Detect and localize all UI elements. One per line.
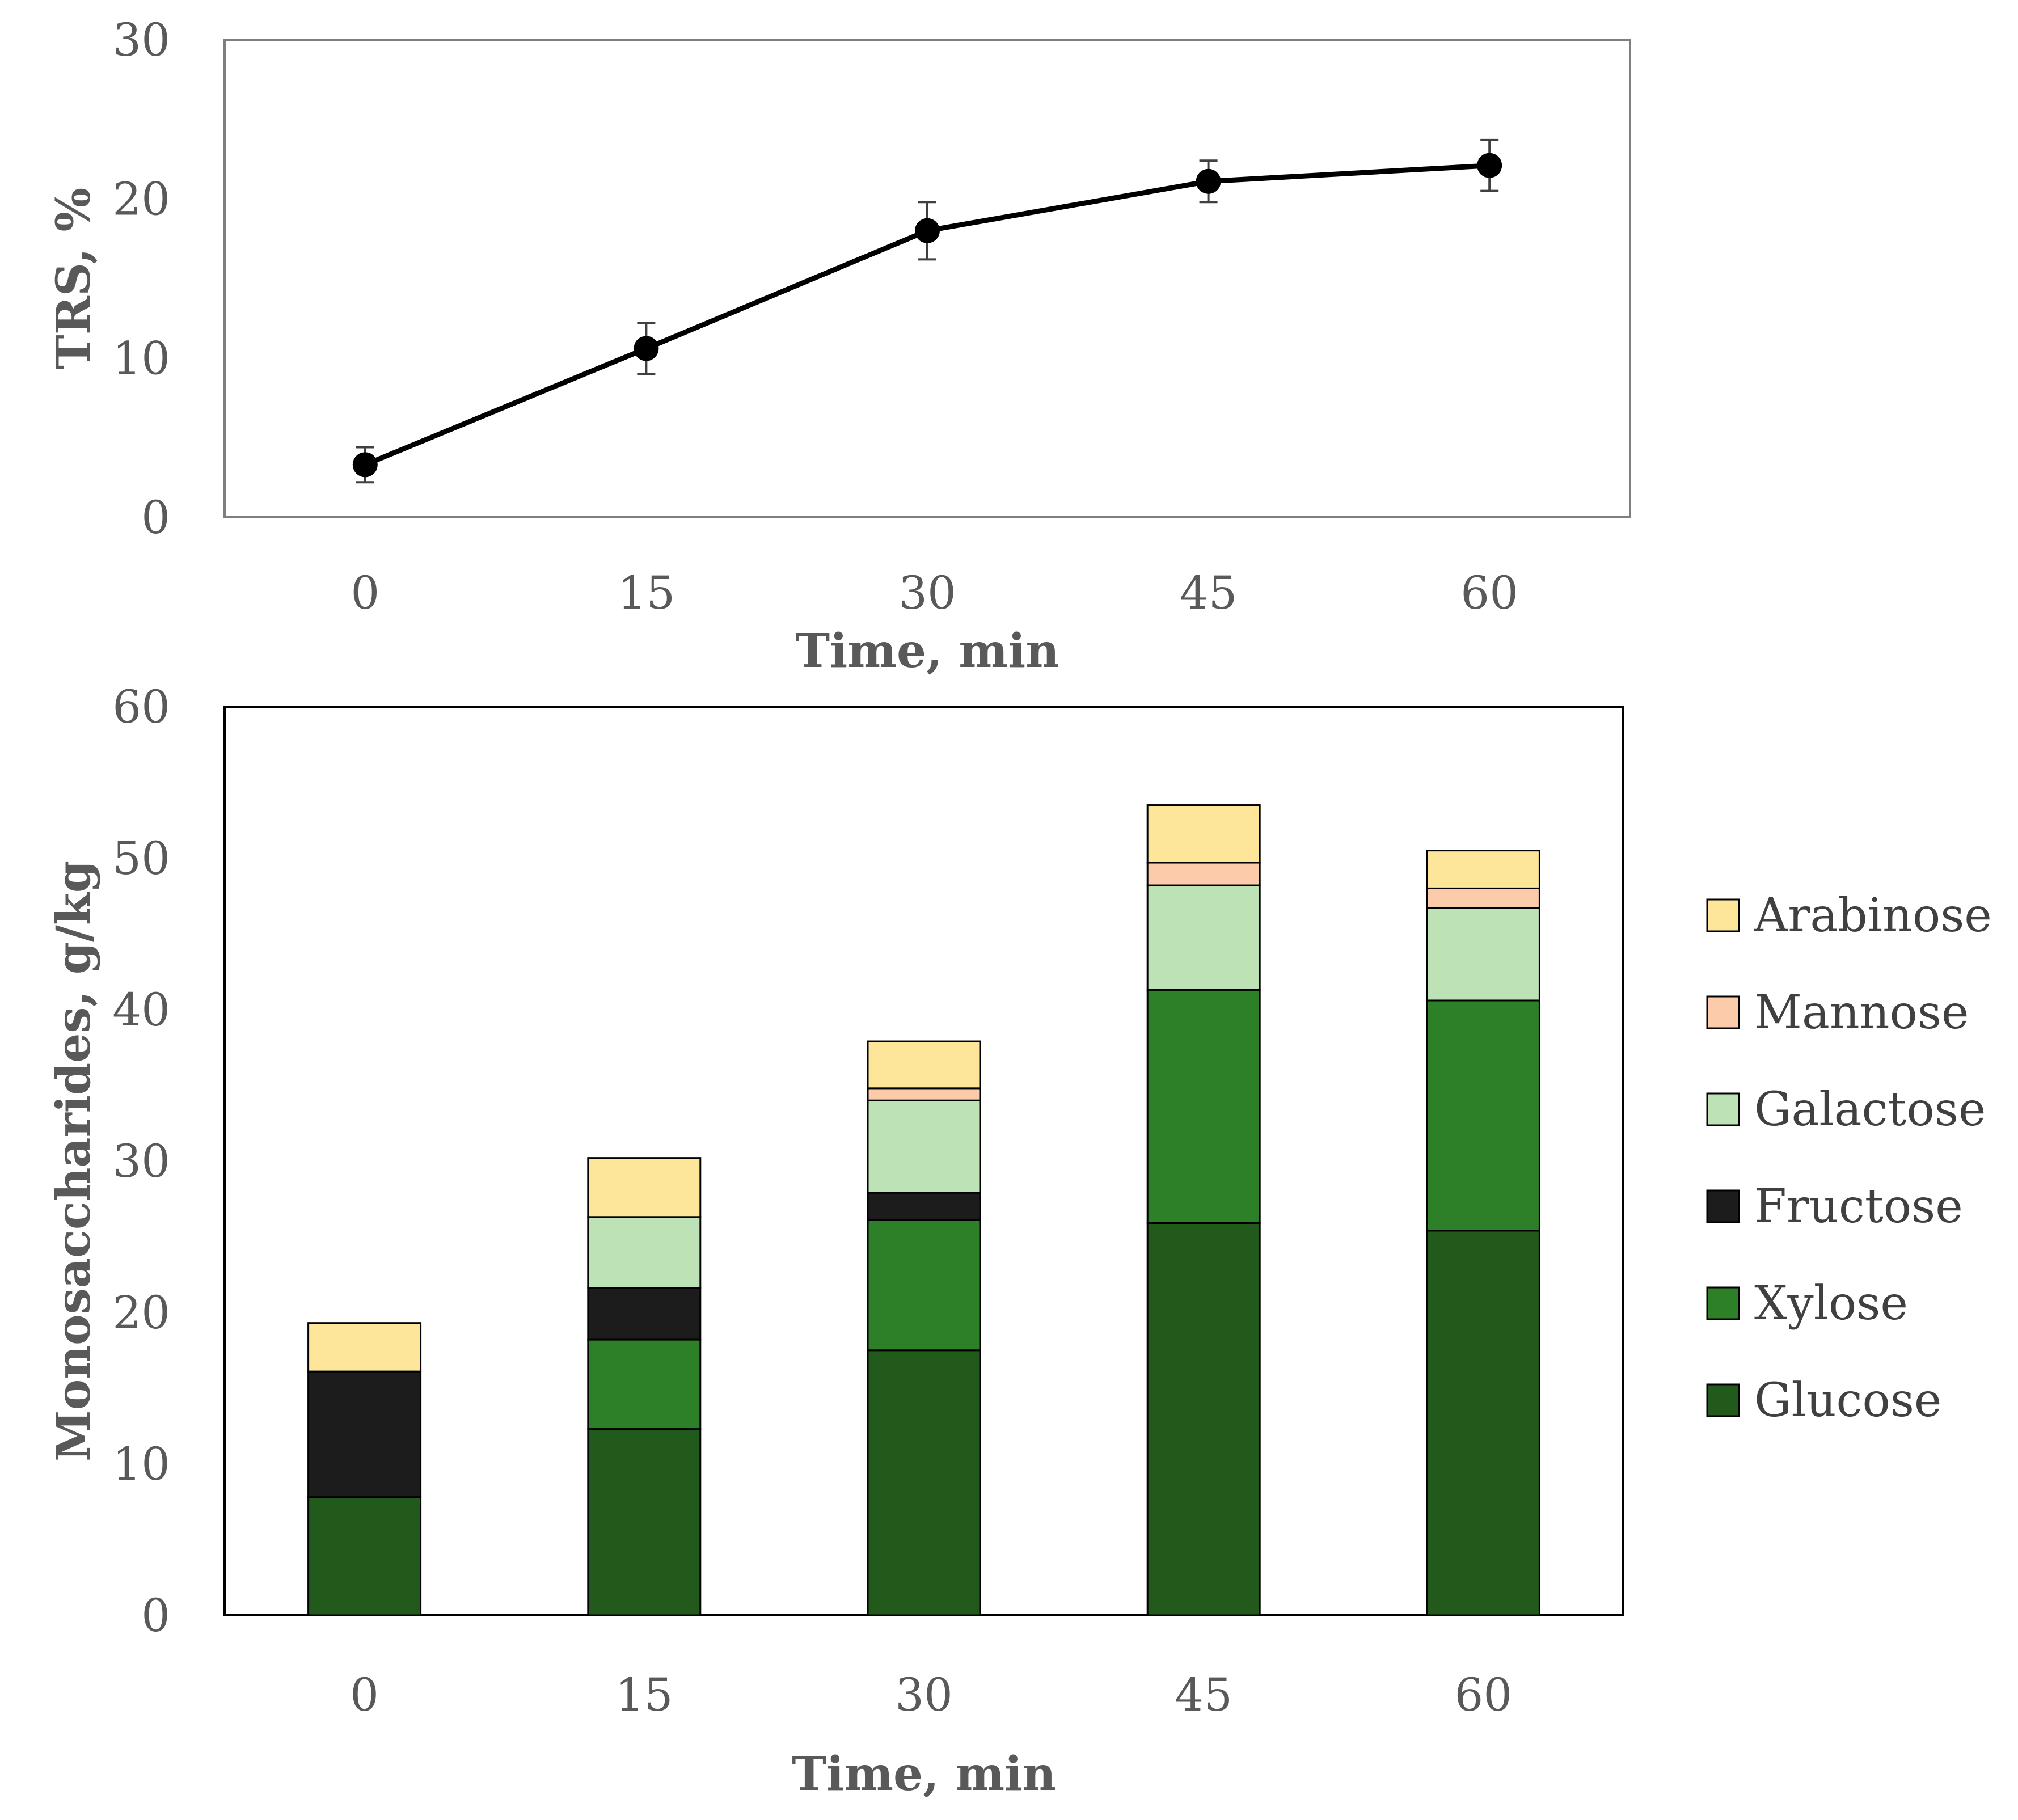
- legend-label-arabinose: Arabinose: [1754, 889, 1992, 943]
- x-axis-title: Time, min: [795, 624, 1059, 678]
- bar-segment-glucose: [307, 1496, 422, 1616]
- y-tick-label: 30: [112, 1135, 170, 1188]
- data-point: [634, 336, 659, 361]
- bar-segment-xylose: [587, 1338, 702, 1430]
- x-tick-label: 30: [895, 1669, 953, 1721]
- legend-label-glucose: Glucose: [1754, 1374, 1941, 1428]
- bar-segment-xylose: [1426, 999, 1540, 1232]
- x-tick-label: 30: [898, 567, 956, 619]
- y-tick-label: 10: [112, 332, 170, 385]
- bar-segment-xylose: [867, 1219, 981, 1352]
- legend-label-mannose: Mannose: [1754, 986, 1969, 1040]
- y-tick-label: 60: [112, 681, 170, 733]
- legend-swatch-galactose: [1706, 1092, 1740, 1126]
- bar-segment-arabinose: [307, 1322, 422, 1373]
- x-tick-label: 0: [350, 1669, 379, 1721]
- plot-area-border: [223, 39, 1631, 518]
- bar-segment-fructose: [867, 1192, 981, 1221]
- bar-segment-galactose: [1146, 884, 1261, 991]
- data-point: [1196, 168, 1221, 194]
- y-tick-label: 40: [112, 983, 170, 1036]
- bar-segment-arabinose: [867, 1040, 981, 1090]
- legend-swatch-xylose: [1706, 1286, 1740, 1320]
- data-points: [352, 153, 1502, 478]
- bar-segment-arabinose: [587, 1157, 702, 1218]
- bar-segment-glucose: [867, 1349, 981, 1616]
- bar-segment-mannose: [1426, 887, 1540, 909]
- bar-segment-fructose: [307, 1370, 422, 1498]
- bar-segment-arabinose: [1426, 850, 1540, 889]
- data-point: [352, 452, 378, 478]
- bar-segment-xylose: [1146, 989, 1261, 1224]
- x-tick-label: 0: [351, 567, 379, 619]
- legend-swatch-fructose: [1706, 1189, 1740, 1223]
- x-tick-label: 45: [1180, 567, 1238, 619]
- x-axis-ticks: 0 15 30 45 60: [351, 567, 1518, 619]
- bar-segment-glucose: [587, 1428, 702, 1616]
- y-tick-label: 50: [112, 832, 170, 885]
- legend-swatch-arabinose: [1706, 898, 1740, 932]
- monosaccharides-stacked-bar-chart: 0 10 20 30 40 50 60 0 15 30 45 60 Time, min Monosa…: [47, 681, 1992, 1801]
- bar-segment-mannose: [867, 1087, 981, 1101]
- y-axis-title: Monosaccharides, g/kg: [47, 860, 101, 1462]
- data-point: [915, 218, 940, 243]
- y-tick-label: 20: [112, 173, 170, 226]
- data-point: [1477, 153, 1502, 178]
- error-bars: [356, 138, 1499, 484]
- legend-label-xylose: Xylose: [1754, 1277, 1908, 1331]
- x-axis-title: Time, min: [792, 1747, 1056, 1801]
- trs-line-chart: 0 10 20 30 0 15 30 45 60 Time, min TRS, %: [47, 14, 1631, 678]
- bar-segment-glucose: [1146, 1222, 1261, 1616]
- legend-label-fructose: Fructose: [1754, 1180, 1963, 1234]
- y-axis-title: TRS, %: [47, 188, 101, 369]
- bar-segment-galactose: [1426, 907, 1540, 1002]
- x-tick-label: 15: [615, 1669, 673, 1721]
- x-axis-ticks: 0 15 30 45 60: [350, 1669, 1512, 1721]
- bar-segment-arabinose: [1146, 804, 1261, 864]
- x-tick-label: 60: [1460, 567, 1518, 619]
- legend-swatch-mannose: [1706, 995, 1740, 1029]
- y-tick-label: 10: [112, 1438, 170, 1490]
- y-tick-label: 0: [141, 491, 170, 544]
- x-tick-label: 60: [1455, 1669, 1513, 1721]
- bar-segment-galactose: [587, 1216, 702, 1289]
- x-tick-label: 15: [618, 567, 676, 619]
- y-tick-label: 0: [141, 1589, 170, 1642]
- legend-swatch-glucose: [1706, 1383, 1740, 1417]
- y-tick-label: 20: [112, 1286, 170, 1339]
- bar-segment-galactose: [867, 1099, 981, 1194]
- bar-stacks: [307, 804, 1540, 1616]
- bar-segment-glucose: [1426, 1230, 1540, 1616]
- y-axis-ticks: 0 10 20 30: [112, 14, 170, 544]
- y-tick-label: 30: [112, 14, 170, 66]
- bar-segment-mannose: [1146, 862, 1261, 886]
- x-tick-label: 45: [1175, 1669, 1232, 1721]
- y-axis-ticks: 0 10 20 30 40 50 60: [112, 681, 170, 1642]
- legend-label-galactose: Galactose: [1754, 1083, 1986, 1137]
- bar-segment-fructose: [587, 1287, 702, 1341]
- legend: Arabinose Mannose Galactose Fructose Xylose G…: [1706, 889, 1992, 1428]
